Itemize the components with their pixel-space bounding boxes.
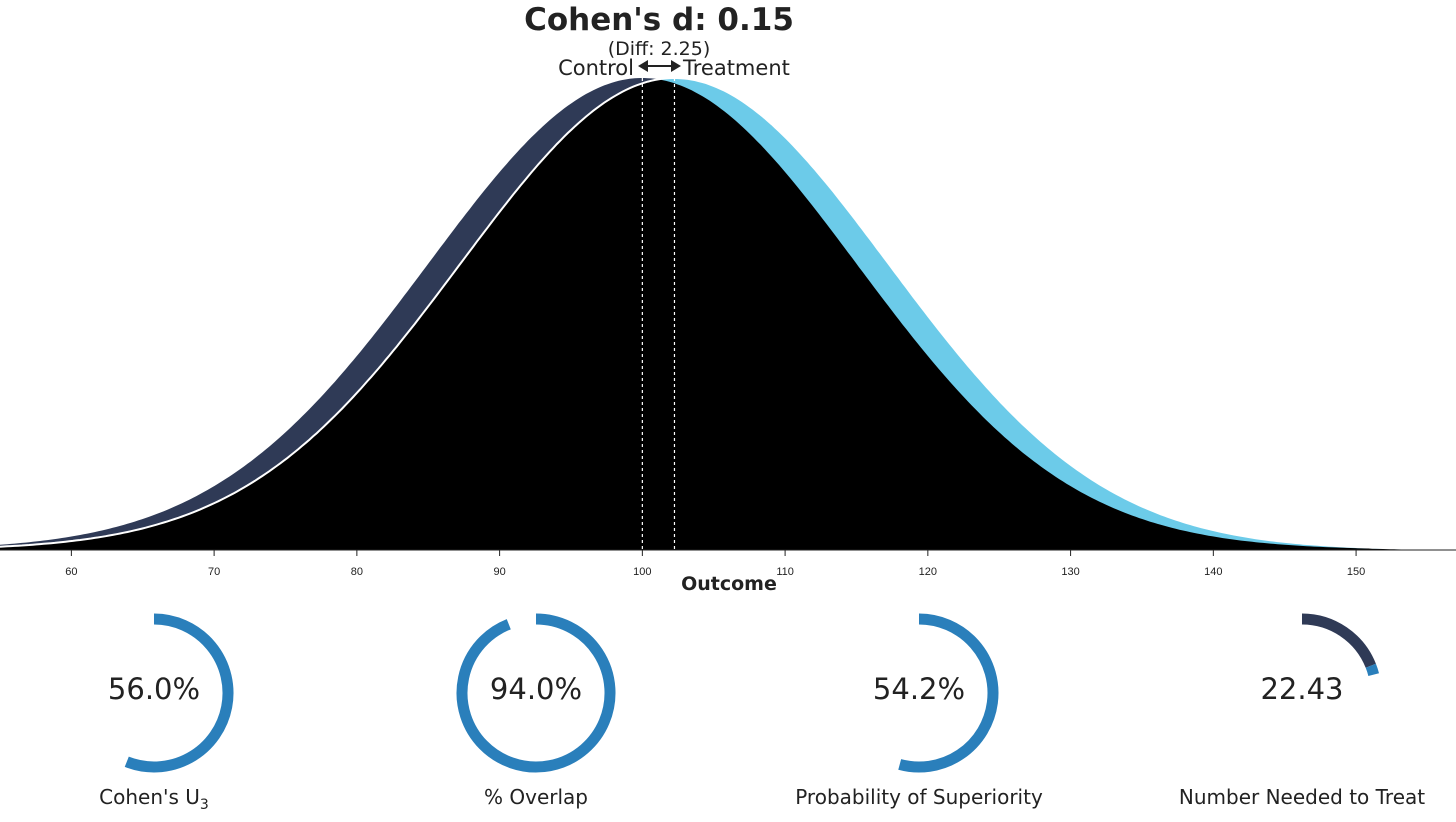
probability-of-superiority-label: Probability of Superiority (795, 785, 1043, 809)
metrics-panel: 56.0% Cohen's U3 94.0% % Overlap 54.2% P… (0, 600, 1456, 822)
x-tick: 130 (1061, 550, 1080, 578)
cohens-u3-ring (124, 613, 234, 773)
cohens-u3-value: 56.0% (107, 672, 201, 706)
treatment-curve-outline (0, 77, 1456, 551)
control-label: Control (558, 56, 634, 80)
x-tick-label: 140 (1204, 566, 1222, 578)
x-tick: 100 (633, 550, 652, 578)
nnt-gauge: 22.43 Number Needed to Treat (1152, 600, 1452, 822)
x-tick-label: 80 (351, 566, 363, 578)
x-axis-label: Outcome (681, 573, 777, 595)
cohens-u3-label: Cohen's U3 (99, 785, 209, 813)
x-tick: 70 (208, 550, 220, 578)
arrow-head-right (671, 60, 681, 72)
x-tick: 120 (919, 550, 937, 578)
x-tick: 60 (65, 550, 77, 578)
probability-of-superiority-value: 54.2% (872, 672, 966, 706)
overlap-value: 94.0% (489, 672, 583, 706)
nnt-value: 22.43 (1260, 672, 1344, 706)
chart-title: Cohen's d: 0.15 (524, 2, 794, 38)
overlap-ring (456, 613, 616, 773)
x-tick-label: 120 (919, 566, 937, 578)
x-tick-label: 100 (633, 566, 651, 578)
x-tick: 110 (776, 550, 794, 578)
cohens-u3-gauge: 56.0% Cohen's U3 (4, 600, 304, 822)
overlap-arc (456, 613, 616, 773)
overlap-gauge: 94.0% % Overlap (386, 600, 686, 822)
nnt-label: Number Needed to Treat (1178, 785, 1426, 809)
nnt-ring (1301, 613, 1380, 677)
cohens-u3-arc (124, 613, 234, 773)
arrow-head-left (638, 60, 648, 72)
difference-label: (Diff: 2.25) (608, 38, 711, 60)
x-tick: 140 (1204, 550, 1223, 578)
effect-size-chart: 60 70 80 90 100 110 120 130 140 150 Cohen's d: 0.… (0, 2, 1456, 595)
probability-of-superiority-ring (898, 613, 999, 773)
x-tick-label: 150 (1347, 566, 1365, 578)
x-tick-label: 110 (776, 566, 794, 578)
overlap-area (0, 79, 1456, 551)
probability-of-superiority-arc (898, 613, 999, 773)
x-tick-label: 90 (493, 566, 505, 578)
x-tick-label: 60 (65, 566, 77, 578)
nnt-control-arc (1301, 613, 1376, 668)
nnt-treatment-arc (1365, 663, 1380, 677)
probability-of-superiority-gauge: 54.2% Probability of Superiority (769, 600, 1069, 822)
difference-arrow (638, 60, 681, 72)
treatment-label: Treatment (682, 56, 790, 80)
plot-area (0, 77, 1456, 551)
x-tick: 80 (351, 550, 363, 578)
x-tick-label: 70 (208, 566, 220, 578)
x-tick: 150 (1347, 550, 1365, 578)
x-axis: 60 70 80 90 100 110 120 130 140 150 (0, 549, 1456, 578)
overlap-label: % Overlap (484, 785, 588, 809)
x-tick: 90 (493, 550, 506, 578)
x-tick-label: 130 (1061, 566, 1079, 578)
